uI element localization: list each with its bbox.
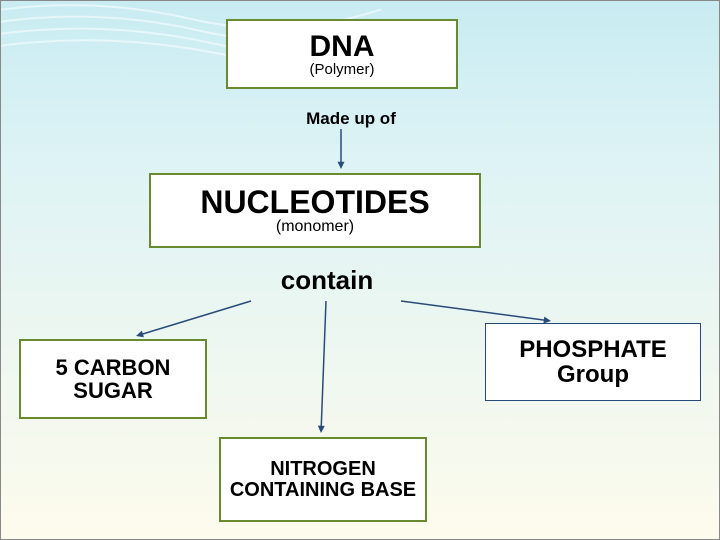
base-title: NITROGEN CONTAINING BASE xyxy=(221,459,425,501)
node-nucleotides: NUCLEOTIDES (monomer) xyxy=(149,173,481,248)
sugar-title: 5 CARBON SUGAR xyxy=(21,356,205,402)
node-base: NITROGEN CONTAINING BASE xyxy=(219,437,427,522)
label-made-up-of: Made up of xyxy=(281,109,421,129)
label-contain: contain xyxy=(257,265,397,296)
slide: DNA (Polymer) Made up of NUCLEOTIDES (mo… xyxy=(0,0,720,540)
dna-title: DNA xyxy=(310,31,375,63)
node-dna: DNA (Polymer) xyxy=(226,19,458,89)
nucleotides-subtitle: (monomer) xyxy=(276,219,354,235)
phosphate-title: PHOSPHATE Group xyxy=(486,337,700,387)
nucleotides-title: NUCLEOTIDES xyxy=(200,186,429,220)
node-phosphate: PHOSPHATE Group xyxy=(485,323,701,401)
node-sugar: 5 CARBON SUGAR xyxy=(19,339,207,419)
dna-subtitle: (Polymer) xyxy=(309,62,374,77)
